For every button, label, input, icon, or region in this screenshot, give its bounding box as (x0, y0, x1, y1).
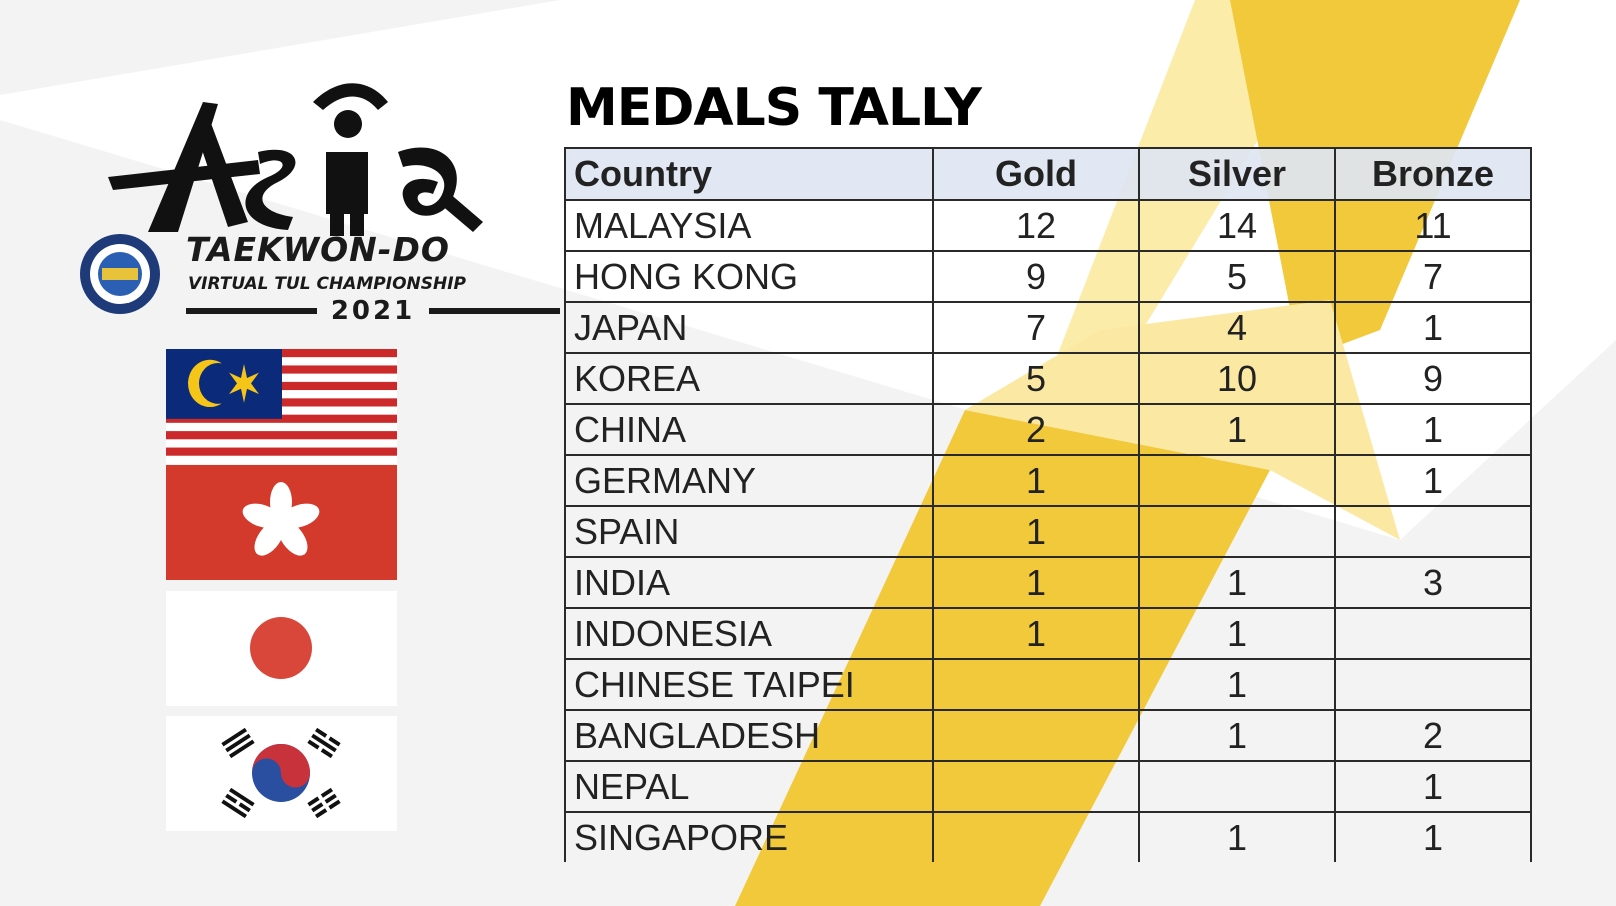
cell-gold: 12 (932, 199, 1140, 252)
cell-silver: 1 (1138, 709, 1336, 762)
header-gold: Gold (932, 147, 1140, 201)
header-bronze: Bronze (1334, 147, 1532, 201)
logo-rule-left (186, 308, 317, 314)
cell-country: INDONESIA (564, 607, 934, 660)
table-row: CHINA 2 1 1 (564, 403, 1532, 456)
table-body: MALAYSIA 12 14 11 HONG KONG 9 5 7 JAPAN 7 4 1 KOREA 5… (564, 199, 1532, 862)
cell-country: CHINA (564, 403, 934, 456)
table-row: SINGAPORE 1 1 (564, 811, 1532, 862)
table-row: CHINESE TAIPEI 1 (564, 658, 1532, 711)
malaysia-flag (166, 349, 397, 464)
cell-bronze: 1 (1334, 760, 1532, 813)
cell-bronze (1334, 658, 1532, 711)
logo-subtitle: VIRTUAL TUL CHAMPIONSHIP (188, 274, 467, 294)
cell-bronze: 2 (1334, 709, 1532, 762)
cell-country: INDIA (564, 556, 934, 609)
page-title: MEDALS TALLY (566, 78, 982, 138)
cell-silver: 10 (1138, 352, 1336, 405)
table-row: INDIA 1 1 3 (564, 556, 1532, 609)
cell-bronze: 11 (1334, 199, 1532, 252)
cell-silver: 1 (1138, 556, 1336, 609)
cell-silver: 5 (1138, 250, 1336, 303)
cell-silver: 1 (1138, 607, 1336, 660)
logo-rule-right (429, 308, 560, 314)
cell-bronze (1334, 607, 1532, 660)
cell-silver: 4 (1138, 301, 1336, 354)
cell-silver: 14 (1138, 199, 1336, 252)
cell-country: JAPAN (564, 301, 934, 354)
japan-flag (166, 591, 397, 706)
cell-gold: 9 (932, 250, 1140, 303)
cell-country: SINGAPORE (564, 811, 934, 862)
cell-gold: 1 (932, 556, 1140, 609)
table-row: GERMANY 1 1 (564, 454, 1532, 507)
cell-country: GERMANY (564, 454, 934, 507)
asia-brush-wordmark (108, 83, 483, 236)
cell-silver: 1 (1138, 658, 1336, 711)
table-header-row: Country Gold Silver Bronze (564, 147, 1532, 201)
cell-silver (1138, 505, 1336, 558)
logo-year-text: 2021 (330, 296, 416, 326)
cell-bronze: 9 (1334, 352, 1532, 405)
cell-gold (932, 709, 1140, 762)
itf-seal-icon (80, 234, 160, 314)
table-row: KOREA 5 10 9 (564, 352, 1532, 405)
medals-table: Country Gold Silver Bronze MALAYSIA 12 14 1… (564, 147, 1532, 862)
cell-bronze (1334, 505, 1532, 558)
cell-silver (1138, 760, 1336, 813)
header-country: Country (564, 147, 934, 201)
cell-bronze: 3 (1334, 556, 1532, 609)
cell-country: MALAYSIA (564, 199, 934, 252)
table-row: HONG KONG 9 5 7 (564, 250, 1532, 303)
cell-gold: 1 (932, 505, 1140, 558)
logo-taekwondo-text: TAEKWON-DO (186, 230, 450, 269)
cell-silver (1138, 454, 1336, 507)
cell-bronze: 1 (1334, 403, 1532, 456)
cell-country: HONG KONG (564, 250, 934, 303)
table-row: SPAIN 1 (564, 505, 1532, 558)
cell-silver: 1 (1138, 811, 1336, 862)
table-row: MALAYSIA 12 14 11 (564, 199, 1532, 252)
table-row: NEPAL 1 (564, 760, 1532, 813)
cell-gold (932, 658, 1140, 711)
cell-country: CHINESE TAIPEI (564, 658, 934, 711)
cell-silver: 1 (1138, 403, 1336, 456)
championship-logo: TAEKWON-DO VIRTUAL TUL CHAMPIONSHIP 2021 (78, 82, 560, 330)
cell-country: BANGLADESH (564, 709, 934, 762)
header-silver: Silver (1138, 147, 1336, 201)
cell-country: SPAIN (564, 505, 934, 558)
cell-bronze: 1 (1334, 454, 1532, 507)
cell-gold: 7 (932, 301, 1140, 354)
table-row: JAPAN 7 4 1 (564, 301, 1532, 354)
hong-kong-flag (166, 465, 397, 580)
cell-gold: 1 (932, 454, 1140, 507)
cell-gold (932, 760, 1140, 813)
cell-gold: 1 (932, 607, 1140, 660)
cell-gold: 5 (932, 352, 1140, 405)
cell-gold: 2 (932, 403, 1140, 456)
cell-country: NEPAL (564, 760, 934, 813)
cell-bronze: 1 (1334, 811, 1532, 862)
korea-flag (166, 716, 397, 831)
logo-year: 2021 (186, 296, 560, 326)
cell-bronze: 1 (1334, 301, 1532, 354)
cell-country: KOREA (564, 352, 934, 405)
table-row: BANGLADESH 1 2 (564, 709, 1532, 762)
cell-gold (932, 811, 1140, 862)
cell-bronze: 7 (1334, 250, 1532, 303)
table-row: INDONESIA 1 1 (564, 607, 1532, 660)
